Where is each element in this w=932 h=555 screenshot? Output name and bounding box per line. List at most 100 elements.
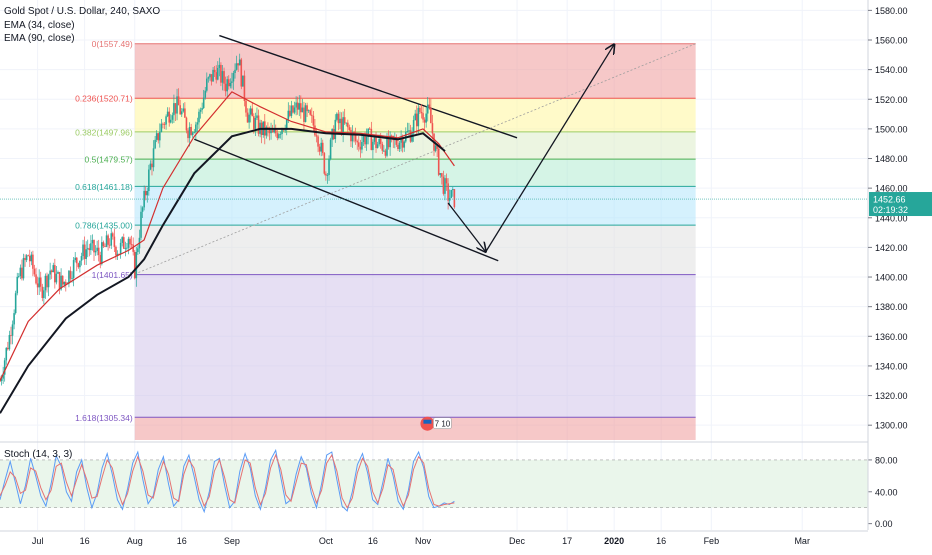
candle-body [44, 275, 47, 291]
candle-body [33, 268, 36, 275]
candle-body [32, 254, 34, 269]
current-price-value: 1452.66 [873, 195, 906, 205]
candle-body [268, 129, 271, 134]
candle-body [169, 119, 172, 123]
price-tick-label: 1540.00 [875, 65, 908, 75]
candle-body [361, 142, 363, 150]
candle-body [423, 119, 426, 123]
candle-body [248, 114, 250, 123]
candle-body [173, 103, 175, 116]
candle-body [329, 139, 332, 160]
candle-body [314, 125, 316, 136]
candle-body [401, 138, 404, 148]
candle-body [116, 253, 119, 256]
stochastic-panel: 80.00 40.00 0.00 [0, 441, 898, 529]
candle-body [303, 107, 305, 122]
candle-body [176, 96, 178, 114]
candle-body [122, 237, 125, 249]
candle-body [148, 169, 150, 192]
candle-body [450, 190, 453, 198]
price-tick-label: 1480.00 [875, 154, 908, 164]
candle-body [444, 178, 446, 194]
candle-body [0, 378, 3, 381]
projection-arrow-2 [485, 44, 614, 253]
candle-body [166, 111, 169, 117]
candle-body [447, 183, 449, 201]
candle-body [238, 59, 241, 66]
candle-body [180, 111, 183, 115]
candle-body [50, 270, 53, 273]
candle-body [168, 111, 171, 123]
candles [0, 53, 456, 386]
candle-body [22, 257, 25, 279]
candle-body [96, 247, 98, 251]
candle-body [368, 128, 371, 130]
candle-body [397, 144, 399, 150]
candle-body [290, 105, 293, 116]
candle-body [226, 79, 228, 92]
candle-body [406, 131, 409, 132]
candle-body [343, 117, 346, 124]
candle-body [257, 115, 260, 134]
candle-body [8, 335, 11, 350]
candle-body [223, 71, 225, 84]
candle-body [381, 143, 384, 151]
candle-body [229, 82, 232, 87]
time-tick-label: Jul [32, 536, 44, 546]
projection-arrow-1 [447, 202, 486, 252]
candle-body [154, 139, 156, 149]
trendlines [134, 34, 696, 275]
candle-body [292, 105, 294, 113]
price-tick-label: 1560.00 [875, 36, 908, 46]
candle-body [39, 277, 42, 287]
stoch-tick-label: 80.00 [875, 455, 898, 465]
fibonacci-retracement: 0(1557.49) 0.236(1520.71) 0.382(1497.96) 0.… [75, 39, 696, 440]
flag-stripe-icon [423, 419, 432, 424]
candle-body [234, 69, 236, 74]
trendline-3 [134, 43, 696, 275]
candle-body [35, 274, 37, 284]
fib-label-1: 1(1401.65) [92, 270, 133, 280]
candle-body [271, 130, 274, 133]
candle-body [58, 272, 61, 290]
candle-body [420, 111, 423, 114]
fib-label-0.382: 0.382(1497.96) [75, 127, 133, 137]
candle-body [140, 211, 142, 238]
candle-body [71, 277, 73, 279]
candle-body [242, 75, 244, 87]
price-tick-label: 1520.00 [875, 95, 908, 105]
candle-body [375, 137, 377, 149]
time-tick-label: 16 [656, 536, 666, 546]
candle-body [162, 123, 164, 125]
stoch-legend[interactable]: Stoch (14, 3, 3) [4, 449, 73, 460]
stoch-band [0, 459, 868, 508]
candle-body [359, 146, 362, 150]
candle-body [293, 107, 296, 113]
fib-label-0: 0(1557.49) [92, 39, 133, 49]
candle-body [300, 103, 302, 113]
candle-body [334, 119, 337, 140]
candle-body [113, 236, 116, 247]
candle-body [83, 244, 86, 259]
candle-body [367, 128, 369, 137]
candle-body [144, 190, 147, 196]
time-tick-label: 16 [368, 536, 378, 546]
candle-body [403, 141, 406, 148]
candle-body [326, 174, 329, 176]
price-tick-label: 1420.00 [875, 243, 908, 253]
fib-zone-0.786 [134, 225, 696, 275]
candle-body [428, 104, 431, 108]
candle-body [387, 136, 390, 148]
price-tick-label: 1320.00 [875, 391, 908, 401]
stoch-d-line [0, 453, 455, 509]
ema-lines [0, 91, 455, 414]
candle-body [36, 283, 39, 288]
ema34-legend[interactable]: EMA (34, close) [4, 20, 75, 31]
candle-body [240, 59, 243, 87]
candle-body [274, 128, 277, 134]
symbol-title[interactable]: Gold Spot / U.S. Dollar, 240, SAXO [4, 6, 161, 17]
ema90-legend[interactable]: EMA (90, close) [4, 33, 75, 44]
candle-body [243, 75, 246, 101]
candle-body [320, 142, 322, 152]
